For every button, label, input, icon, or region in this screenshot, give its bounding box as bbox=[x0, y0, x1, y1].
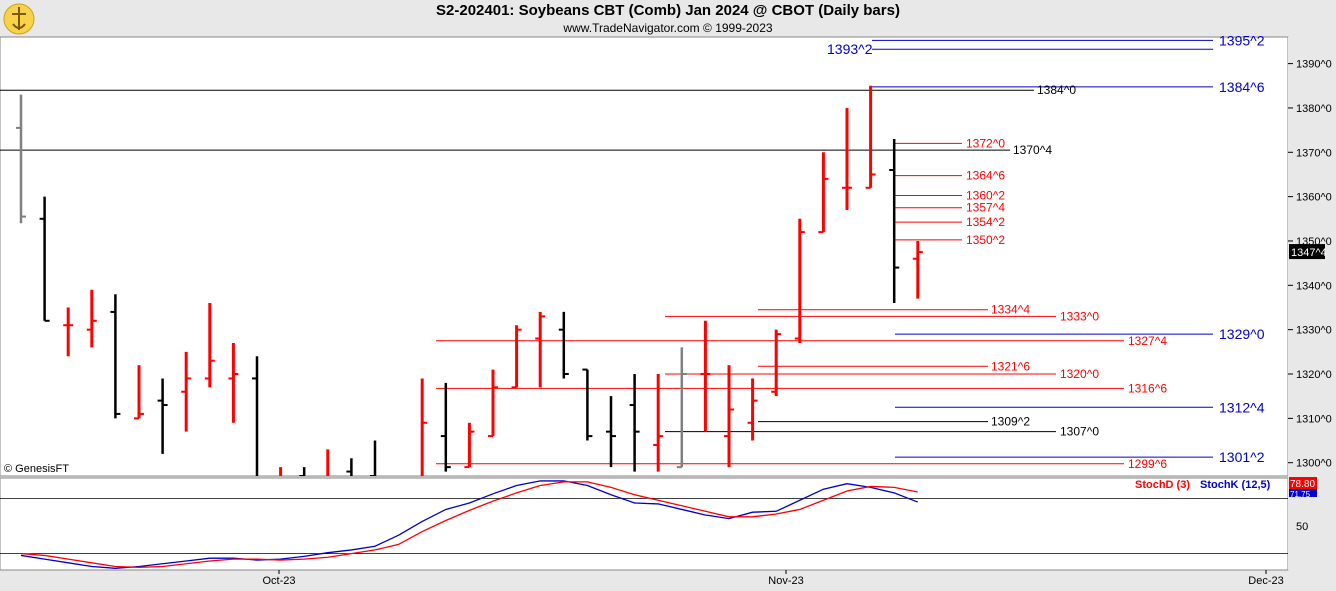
level-label: 1321^6 bbox=[991, 359, 1030, 373]
y-tick-label: 1300^0 bbox=[1296, 458, 1332, 470]
level-label: 1364^6 bbox=[966, 169, 1005, 183]
level-label: 1299^6 bbox=[1128, 457, 1167, 471]
y-tick-label: 1320^0 bbox=[1296, 369, 1332, 381]
last-price-box bbox=[1289, 244, 1325, 260]
x-tick-label: Nov-23 bbox=[768, 575, 803, 587]
level-label: 1395^2 bbox=[1219, 32, 1265, 48]
level-label: 1393^2 bbox=[827, 41, 873, 57]
stoch-d-value-box bbox=[1289, 477, 1317, 489]
price-plot-area bbox=[0, 39, 1213, 476]
level-label: 1384^0 bbox=[1037, 83, 1076, 97]
last-price-label: 1347^4 bbox=[1291, 247, 1327, 259]
stoch-plot-area bbox=[0, 480, 1288, 569]
level-label: 1334^4 bbox=[991, 303, 1030, 317]
watermark-text: © GenesisFT bbox=[4, 463, 69, 475]
y-tick-label: 1360^0 bbox=[1296, 192, 1332, 204]
level-label: 1320^0 bbox=[1060, 367, 1099, 381]
level-label: 1350^2 bbox=[966, 233, 1005, 247]
level-label: 1309^2 bbox=[991, 415, 1030, 429]
level-label: 1354^2 bbox=[966, 215, 1005, 229]
price-panel bbox=[0, 36, 1289, 477]
level-label: 1327^4 bbox=[1128, 334, 1167, 348]
x-tick-label: Dec-23 bbox=[1248, 575, 1283, 587]
level-label: 1316^6 bbox=[1128, 381, 1167, 395]
y-tick-label: 1340^0 bbox=[1296, 280, 1332, 292]
level-label: 1384^6 bbox=[1219, 79, 1265, 95]
level-label: 1370^4 bbox=[1013, 143, 1052, 157]
y-tick-label: 1390^0 bbox=[1296, 59, 1332, 71]
chart-subtitle: www.TradeNavigator.com © 1999-2023 bbox=[563, 21, 773, 35]
y-tick-label: 1330^0 bbox=[1296, 325, 1332, 337]
stoch-y-tick-label: 50 bbox=[1296, 521, 1308, 533]
level-label: 1357^4 bbox=[966, 201, 1005, 215]
level-label: 1312^4 bbox=[1219, 399, 1265, 415]
stoch-d-value: 78.80 bbox=[1290, 479, 1315, 490]
stoch-series-line bbox=[20, 481, 918, 569]
stoch-panel bbox=[0, 477, 1289, 571]
stoch-k-legend: StochK (12,5) bbox=[1200, 479, 1271, 491]
y-tick-label: 1310^0 bbox=[1296, 413, 1332, 425]
stoch-d-legend: StochD (3) bbox=[1135, 479, 1190, 491]
stoch-series-line bbox=[20, 480, 919, 569]
level-label: 1360^2 bbox=[966, 189, 1005, 203]
level-label: 1307^0 bbox=[1060, 425, 1099, 439]
level-label: 1372^0 bbox=[966, 136, 1005, 150]
chart-title: S2-202401: Soybeans CBT (Comb) Jan 2024 … bbox=[436, 2, 900, 19]
level-label: 1329^0 bbox=[1219, 326, 1265, 342]
level-label: 1301^2 bbox=[1219, 449, 1265, 465]
stoch-k-value-box bbox=[1289, 489, 1317, 497]
stoch-k-value: 71.75 bbox=[1290, 490, 1311, 499]
y-tick-label: 1380^0 bbox=[1296, 103, 1332, 115]
level-label: 1333^0 bbox=[1060, 309, 1099, 323]
trade-navigator-logo-icon bbox=[2, 2, 36, 36]
x-tick-label: Oct-23 bbox=[262, 575, 295, 587]
y-tick-label: 1370^0 bbox=[1296, 147, 1332, 159]
